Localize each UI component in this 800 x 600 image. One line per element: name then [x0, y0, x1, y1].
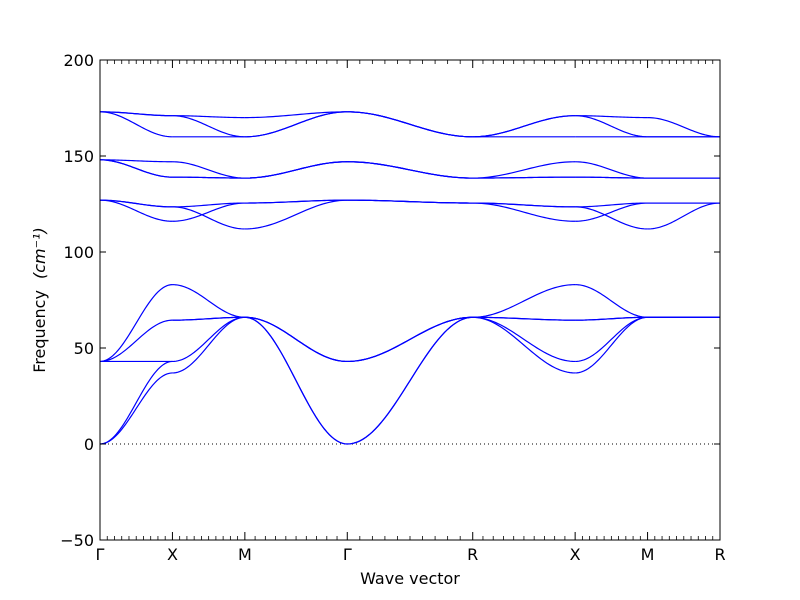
band-line-seg1-branch7 — [172, 202, 245, 208]
band-line-seg5-branch1 — [575, 316, 648, 363]
y-axis-ticks: −50 0 50 100 150 200 — [60, 51, 720, 550]
band-line-seg2-branch1 — [244, 316, 348, 445]
x-tick-label: R — [467, 545, 478, 564]
band-line-seg1-branch12 — [172, 115, 245, 138]
band-line-seg0-branch4 — [100, 284, 173, 363]
band-line-seg5-branch9 — [575, 176, 648, 179]
band-line-seg2-branch6 — [244, 199, 348, 230]
y-tick-label: 50 — [74, 339, 94, 358]
band-line-seg0-branch3 — [100, 319, 173, 363]
band-line-seg4-branch1 — [472, 316, 576, 363]
band-line-seg6-branch7 — [647, 202, 720, 230]
y-tick-label: 150 — [63, 147, 94, 166]
y-axis-label-text: Frequency — [30, 290, 49, 373]
band-line-seg2-branch4 — [244, 316, 348, 363]
band-line-seg1-branch4 — [172, 284, 245, 318]
band-line-seg4-branch13 — [472, 115, 576, 138]
band-line-seg3-branch7 — [347, 199, 473, 204]
band-line-seg1-branch1 — [172, 316, 245, 363]
band-line-seg1-branch3 — [172, 316, 245, 321]
y-tick-label: −50 — [60, 531, 94, 550]
x-tick-label: R — [714, 545, 725, 564]
band-line-seg4-branch9 — [472, 176, 576, 179]
band-line-seg1-branch10 — [172, 161, 245, 179]
y-axis-label: Frequency (cm⁻¹) — [30, 227, 49, 372]
band-line-seg0-branch9 — [100, 159, 173, 178]
band-line-seg4-branch7 — [472, 202, 576, 208]
band-line-seg5-branch4 — [575, 284, 648, 318]
band-line-seg4-branch0 — [472, 316, 576, 374]
band-line-seg5-branch12 — [575, 115, 648, 138]
y-tick-label: 200 — [63, 51, 94, 70]
band-line-seg4-branch4 — [472, 284, 576, 318]
band-line-seg5-branch10 — [575, 161, 648, 179]
x-tick-label: Γ — [96, 545, 105, 564]
band-line-seg2-branch13 — [244, 111, 348, 119]
band-line-seg1-branch6 — [172, 206, 245, 230]
band-line-seg3-branch10 — [347, 161, 473, 179]
band-line-seg3-branch4 — [347, 316, 473, 363]
band-line-seg5-branch13 — [575, 115, 648, 119]
band-line-seg4-branch10 — [472, 161, 576, 179]
x-tick-label: X — [167, 545, 178, 564]
band-line-seg0-branch11 — [100, 111, 173, 138]
band-line-seg0-branch1 — [100, 360, 173, 445]
band-line-seg1-branch13 — [172, 115, 245, 119]
x-axis-label: Wave vector — [360, 569, 460, 588]
band-line-seg5-branch6 — [575, 202, 648, 208]
x-tick-label: Γ — [343, 545, 352, 564]
band-line-seg0-branch13 — [100, 111, 173, 117]
band-line-seg1-branch0 — [172, 316, 245, 374]
band-line-seg4-branch3 — [472, 316, 576, 321]
x-tick-label: M — [238, 545, 252, 564]
x-tick-label: M — [641, 545, 655, 564]
band-line-seg0-branch7 — [100, 199, 173, 208]
band-line-seg5-branch3 — [575, 316, 648, 321]
band-line-seg0-branch10 — [100, 159, 173, 163]
band-line-seg1-branch5 — [172, 202, 245, 222]
y-tick-label: 100 — [63, 243, 94, 262]
band-line-seg2-branch7 — [244, 199, 348, 204]
band-line-seg0-branch5 — [100, 199, 173, 222]
band-line-seg3-branch1 — [347, 316, 473, 445]
band-line-seg2-branch12 — [244, 111, 348, 138]
plot-area — [100, 111, 720, 445]
band-line-seg2-branch10 — [244, 161, 348, 179]
y-tick-label: 0 — [84, 435, 94, 454]
x-axis-minor-ticks — [106, 60, 714, 540]
band-line-seg5-branch0 — [575, 316, 648, 374]
band-line-seg3-branch13 — [347, 111, 473, 138]
band-line-seg5-branch5 — [575, 202, 648, 222]
band-line-seg6-branch13 — [647, 117, 720, 138]
band-line-seg4-branch5 — [472, 202, 576, 222]
band-line-seg5-branch7 — [575, 206, 648, 230]
band-lines — [100, 111, 720, 445]
band-line-seg1-branch9 — [172, 176, 245, 179]
y-axis-label-group: Frequency (cm⁻¹) — [30, 227, 49, 372]
y-axis-label-unit: (cm⁻¹) — [30, 227, 49, 279]
x-tick-label: X — [570, 545, 581, 564]
